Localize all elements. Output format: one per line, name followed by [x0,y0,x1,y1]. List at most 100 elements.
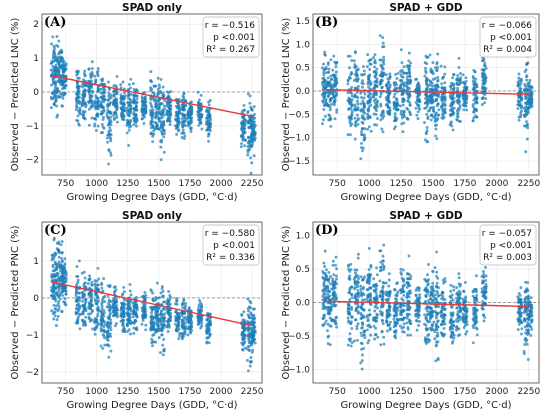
data-point [106,141,109,144]
data-point [379,74,382,77]
data-point [52,318,55,321]
data-point [359,285,362,288]
data-point [354,117,357,120]
data-point [335,111,338,114]
data-point [119,83,122,86]
data-point [359,102,362,105]
data-point [361,114,364,117]
data-point [149,70,152,73]
data-point [77,86,80,89]
data-point [109,129,112,132]
data-point [424,138,427,141]
data-point [353,79,356,82]
y-tick-label: 1.5 [296,17,310,27]
x-tick-label: 1750 [178,387,201,397]
y-axis-label: Observed − Predicted PNC (%) [10,225,21,379]
data-point [424,61,427,64]
data-point [154,341,157,344]
data-point [369,296,372,299]
data-point [451,112,454,115]
data-point [167,323,170,326]
data-point [241,135,244,138]
data-point [114,309,117,312]
data-point [190,109,193,112]
data-point [126,121,129,124]
data-point [325,319,328,322]
data-point [151,328,154,331]
data-point [327,271,330,274]
data-point [351,296,354,299]
data-point [57,40,60,43]
data-point [107,81,110,84]
data-point [350,59,353,62]
data-point [379,58,382,61]
data-point [61,240,64,243]
data-point [152,126,155,129]
data-point [472,93,475,96]
x-tick-label: 1250 [390,179,413,189]
data-point [350,71,353,74]
data-point [426,116,429,119]
data-point [103,320,106,323]
data-point [109,332,112,335]
data-point [482,59,485,62]
data-point [363,127,366,130]
data-point [442,108,445,111]
data-point [386,84,389,87]
data-point [423,75,426,78]
data-point [251,349,254,352]
data-point [129,283,132,286]
data-point [247,110,250,113]
data-point [333,103,336,106]
data-point [134,319,137,322]
data-point [251,144,254,147]
data-point [361,359,364,362]
data-point [362,65,365,68]
data-point [107,316,110,319]
panel-title: SPAD + GDD [389,2,463,14]
data-point [196,315,199,318]
data-point [109,116,112,119]
data-point [360,275,363,278]
data-point [380,65,383,68]
data-point [382,56,385,59]
data-point [433,84,436,87]
data-point [132,101,135,104]
data-point [350,86,353,89]
data-point [242,310,245,313]
data-point [97,310,100,313]
data-point [357,257,360,260]
data-point [375,113,378,116]
data-point [110,328,113,331]
data-point [96,104,99,107]
data-point [58,251,61,254]
data-point [363,316,366,319]
data-point [374,306,377,309]
data-point [464,76,467,79]
data-point [437,79,440,82]
data-point [190,324,193,327]
data-point [142,101,145,104]
y-tick-label: 0.5 [296,265,310,275]
data-point [524,70,527,73]
data-point [90,295,93,298]
data-point [361,128,364,131]
data-point [525,79,528,82]
data-point [368,268,371,271]
data-point [142,319,145,322]
data-point [100,88,103,91]
data-point [150,123,153,126]
data-point [329,108,332,111]
data-point [77,100,80,103]
data-point [354,318,357,321]
data-point [389,83,392,86]
data-point [431,96,434,99]
data-point [181,126,184,129]
data-point [360,342,363,345]
data-point [452,102,455,105]
data-point [372,56,375,59]
data-point [102,118,105,121]
data-point [465,108,468,111]
data-point [51,60,54,63]
data-point [356,289,359,292]
